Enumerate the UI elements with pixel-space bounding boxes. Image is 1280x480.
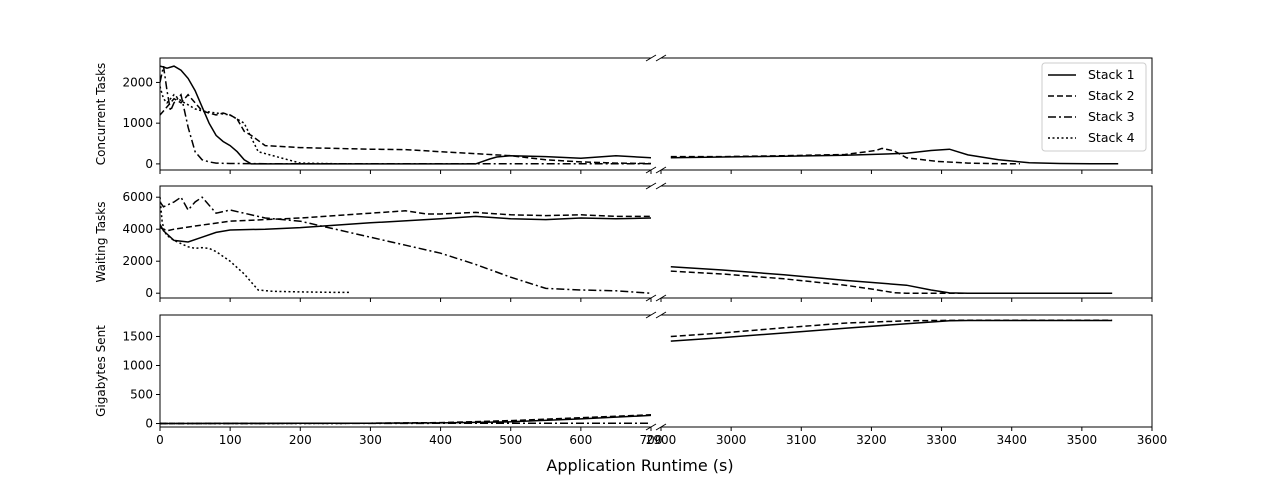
x-axis-label: Application Runtime (s) <box>546 456 733 475</box>
y-tick-label: 1500 <box>122 329 153 343</box>
series-line-stack-2-right <box>670 319 1113 338</box>
x-tick-label: 600 <box>569 433 592 447</box>
legend-label: Stack 1 <box>1088 67 1135 82</box>
y-tick-label: 4000 <box>122 222 153 236</box>
legend-label: Stack 3 <box>1088 109 1135 124</box>
x-tick-label: 2900 <box>646 433 677 447</box>
x-tick-label: 3100 <box>786 433 817 447</box>
axis-break-mark <box>645 182 657 190</box>
panel-2: 0 2000 4000 6000 Waiting Tasks <box>94 182 1153 302</box>
series-line-stack-4-left <box>160 197 350 294</box>
right-axes-frame <box>661 314 1153 428</box>
x-tick-label: 700 <box>640 433 663 447</box>
series-line-stack-3-left <box>160 196 651 294</box>
x-tick-label: 3400 <box>996 433 1027 447</box>
series-line-stack-2-right <box>670 270 1113 294</box>
y-tick-label: 2000 <box>122 75 153 89</box>
x-tick-label: 300 <box>359 433 382 447</box>
x-tick-label: 100 <box>219 433 242 447</box>
x-tick-label: 500 <box>499 433 522 447</box>
y-tick-label: 500 <box>130 388 153 402</box>
panel-1: 0 1000 2000 Concurrent Tasks <box>94 54 1153 174</box>
axis-break-mark <box>645 54 657 62</box>
axis-break-mark <box>645 311 657 319</box>
y-axis-label: Waiting Tasks <box>94 201 108 282</box>
y-tick-label: 2000 <box>122 254 153 268</box>
x-tick-label: 200 <box>289 433 312 447</box>
axis-break-mark <box>655 311 667 319</box>
series-line-stack-4-left <box>160 86 350 165</box>
y-axis-label: Concurrent Tasks <box>94 63 108 166</box>
right-axes-frame <box>661 57 1153 171</box>
legend: Stack 1 Stack 2 Stack 3 Stack 4 <box>1041 62 1147 152</box>
legend-label: Stack 4 <box>1088 130 1135 145</box>
x-tick-label: 3200 <box>856 433 887 447</box>
series-line-stack-2-left <box>160 210 651 232</box>
left-axes-frame <box>159 185 651 299</box>
y-tick-label: 1000 <box>122 358 153 372</box>
series-line-stack-1-right <box>670 266 1113 294</box>
panel-3: 0 500 1000 1500 Gigabytes Sent 0 100 200 300 400 5… <box>94 311 1168 447</box>
y-tick-label: 1000 <box>122 116 153 130</box>
x-tick-label: 3300 <box>926 433 957 447</box>
series-line-stack-1-right <box>670 319 1113 342</box>
series-line-stack-3-left <box>160 65 651 165</box>
x-tick-label: 3000 <box>716 433 747 447</box>
series-line-stack-1-left <box>160 65 651 165</box>
x-tick-label: 3600 <box>1137 433 1168 447</box>
series-line-stack-2-left <box>160 93 651 165</box>
x-tick-label: 3500 <box>1067 433 1098 447</box>
legend-box <box>1041 62 1147 152</box>
series-line-stack-1-left <box>160 215 651 243</box>
y-tick-label: 6000 <box>122 190 153 204</box>
left-axes-frame <box>159 57 651 171</box>
axis-break-mark <box>655 182 667 190</box>
y-tick-label: 0 <box>145 157 153 171</box>
left-axes-frame <box>159 314 651 428</box>
x-tick-label: 0 <box>156 433 164 447</box>
x-tick-label: 400 <box>429 433 452 447</box>
axis-break-mark <box>655 54 667 62</box>
right-axes-frame <box>661 185 1153 299</box>
series-line-stack-2-right <box>670 147 1021 165</box>
y-tick-label: 0 <box>145 417 153 431</box>
y-tick-label: 0 <box>145 286 153 300</box>
y-axis-label: Gigabytes Sent <box>94 325 108 417</box>
legend-label: Stack 2 <box>1088 88 1135 103</box>
